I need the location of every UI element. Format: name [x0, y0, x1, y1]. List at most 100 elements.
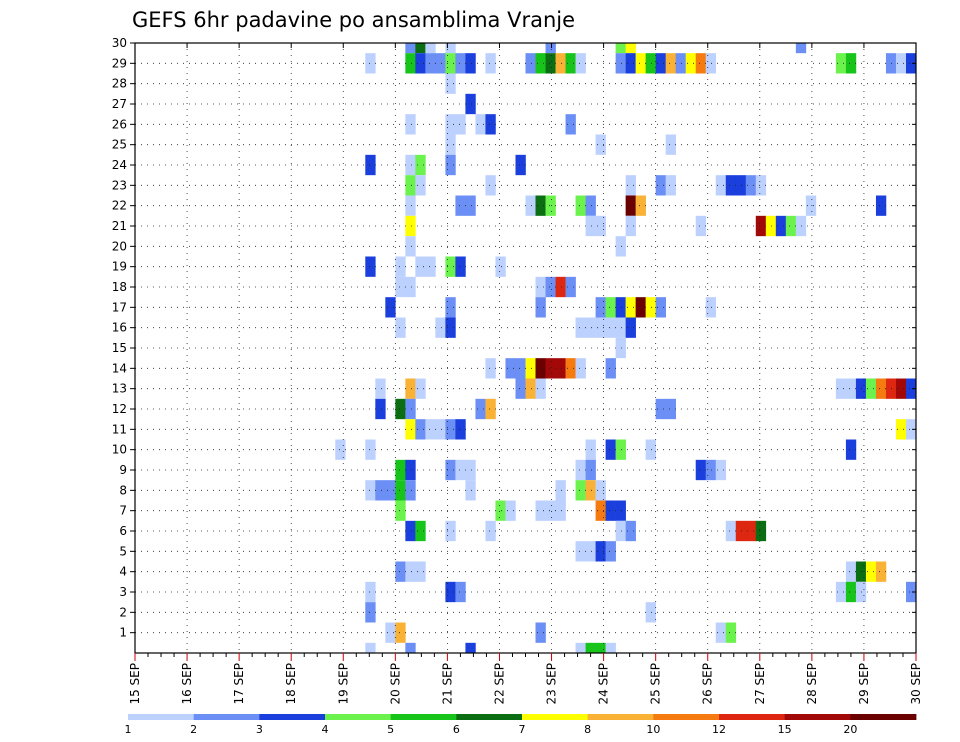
y-tick-label: 23 [112, 178, 127, 192]
heatmap-cell [405, 215, 416, 237]
heatmap-cell [395, 256, 406, 277]
heatmap-cell [625, 215, 636, 237]
y-tick-label: 21 [112, 219, 127, 233]
heatmap-cell [645, 602, 656, 623]
heatmap-cell [445, 581, 456, 603]
colorbar-label: 6 [453, 723, 460, 736]
heatmap-cell [445, 317, 456, 338]
heatmap-cell [725, 520, 737, 542]
heatmap-cell [485, 520, 496, 542]
heatmap-cell [535, 297, 546, 318]
colorbar-segment [128, 714, 195, 720]
heatmap-cell [595, 215, 606, 237]
heatmap-cell [525, 53, 536, 74]
heatmap-cell [395, 276, 406, 298]
x-tick-label: 24 SEP [597, 663, 611, 705]
heatmap-cell [395, 480, 406, 501]
colorbar-segment [325, 714, 392, 720]
colorbar-label: 20 [843, 723, 857, 736]
heatmap-cell [655, 175, 666, 196]
heatmap-cell [535, 53, 546, 74]
heatmap-cell [615, 236, 626, 257]
heatmap-cell [385, 622, 396, 643]
heatmap-cell [545, 358, 556, 379]
heatmap-cell [625, 175, 636, 196]
heatmap-cell [455, 195, 466, 216]
y-tick-label: 25 [112, 138, 127, 152]
heatmap-cell [595, 480, 606, 501]
heatmap-cell [595, 317, 606, 338]
x-tick-label: 23 SEP [545, 663, 559, 705]
heatmap-cell [905, 581, 917, 603]
heatmap-cell [665, 53, 676, 74]
heatmap-cell [445, 520, 456, 542]
heatmap-cell [445, 53, 456, 74]
heatmap-cell [405, 480, 416, 501]
heatmap-cell [785, 215, 797, 237]
heatmap-cell [425, 256, 436, 277]
heatmap-cell [485, 175, 496, 196]
y-tick-label: 13 [112, 382, 127, 396]
colorbar-segment [653, 714, 720, 720]
heatmap-cell [365, 154, 376, 176]
heatmap-cell [415, 378, 426, 399]
heatmap-cell [475, 114, 486, 135]
x-tick-label: 28 SEP [805, 663, 819, 705]
heatmap-cell [395, 622, 406, 643]
heatmap-cell [565, 276, 576, 298]
heatmap-cell [405, 175, 416, 196]
y-axis: 1234567891011121314151617181920212223242… [112, 36, 916, 654]
heatmap-cell [405, 114, 416, 135]
heatmap-cell [615, 520, 626, 542]
heatmap-cell [435, 317, 446, 338]
heatmap-cell [405, 43, 416, 54]
heatmap-cell [445, 419, 456, 440]
heatmap-cell [895, 378, 907, 399]
heatmap-cell [575, 195, 586, 216]
heatmap-cell [365, 439, 376, 460]
heatmap-cell [585, 541, 596, 562]
heatmap-cell [615, 317, 626, 338]
heatmap-cell [465, 480, 476, 501]
colorbar-segment [850, 714, 917, 720]
heatmap-cell [545, 53, 556, 74]
x-tick-label: 18 SEP [284, 663, 298, 705]
heatmap-cell [405, 236, 416, 257]
heatmap-cell [595, 500, 606, 521]
heatmap-cell [385, 480, 396, 501]
colorbar-label: 15 [778, 723, 792, 736]
heatmap-cell [615, 297, 626, 318]
y-tick-label: 24 [112, 158, 127, 172]
heatmap-cell [445, 256, 456, 277]
heatmap-cell [395, 561, 406, 582]
heatmap-cell [875, 561, 887, 582]
heatmap-cell [845, 378, 857, 399]
heatmap-cell [555, 53, 566, 74]
heatmap-cell [625, 195, 636, 216]
heatmap-cell [555, 480, 566, 501]
x-tick-label: 30 SEP [909, 663, 923, 705]
heatmap-cell [615, 500, 626, 521]
heatmap-cell [655, 297, 666, 318]
x-tick-label: 26 SEP [701, 663, 715, 705]
heatmap-cell [415, 561, 426, 582]
heatmap-cell [865, 378, 877, 399]
heatmap-cell [805, 195, 817, 216]
y-tick-label: 28 [112, 77, 127, 91]
heatmap-cell [465, 459, 476, 481]
heatmap-cell [575, 480, 586, 501]
colorbar-label: 10 [646, 723, 660, 736]
heatmap-cell [605, 439, 616, 460]
heatmap-cell [645, 53, 656, 74]
heatmap-cell [715, 175, 727, 196]
heatmap-cell [765, 215, 777, 237]
heatmap-cell [535, 378, 546, 399]
heatmap-cell [445, 73, 456, 94]
heatmap-cell [905, 419, 917, 440]
heatmap-cell [525, 378, 536, 399]
heatmap-cell [615, 337, 626, 359]
heatmap-cell [585, 317, 596, 338]
heatmap-cell [405, 419, 416, 440]
y-tick-label: 12 [112, 402, 127, 416]
heatmap-cell [585, 439, 596, 460]
